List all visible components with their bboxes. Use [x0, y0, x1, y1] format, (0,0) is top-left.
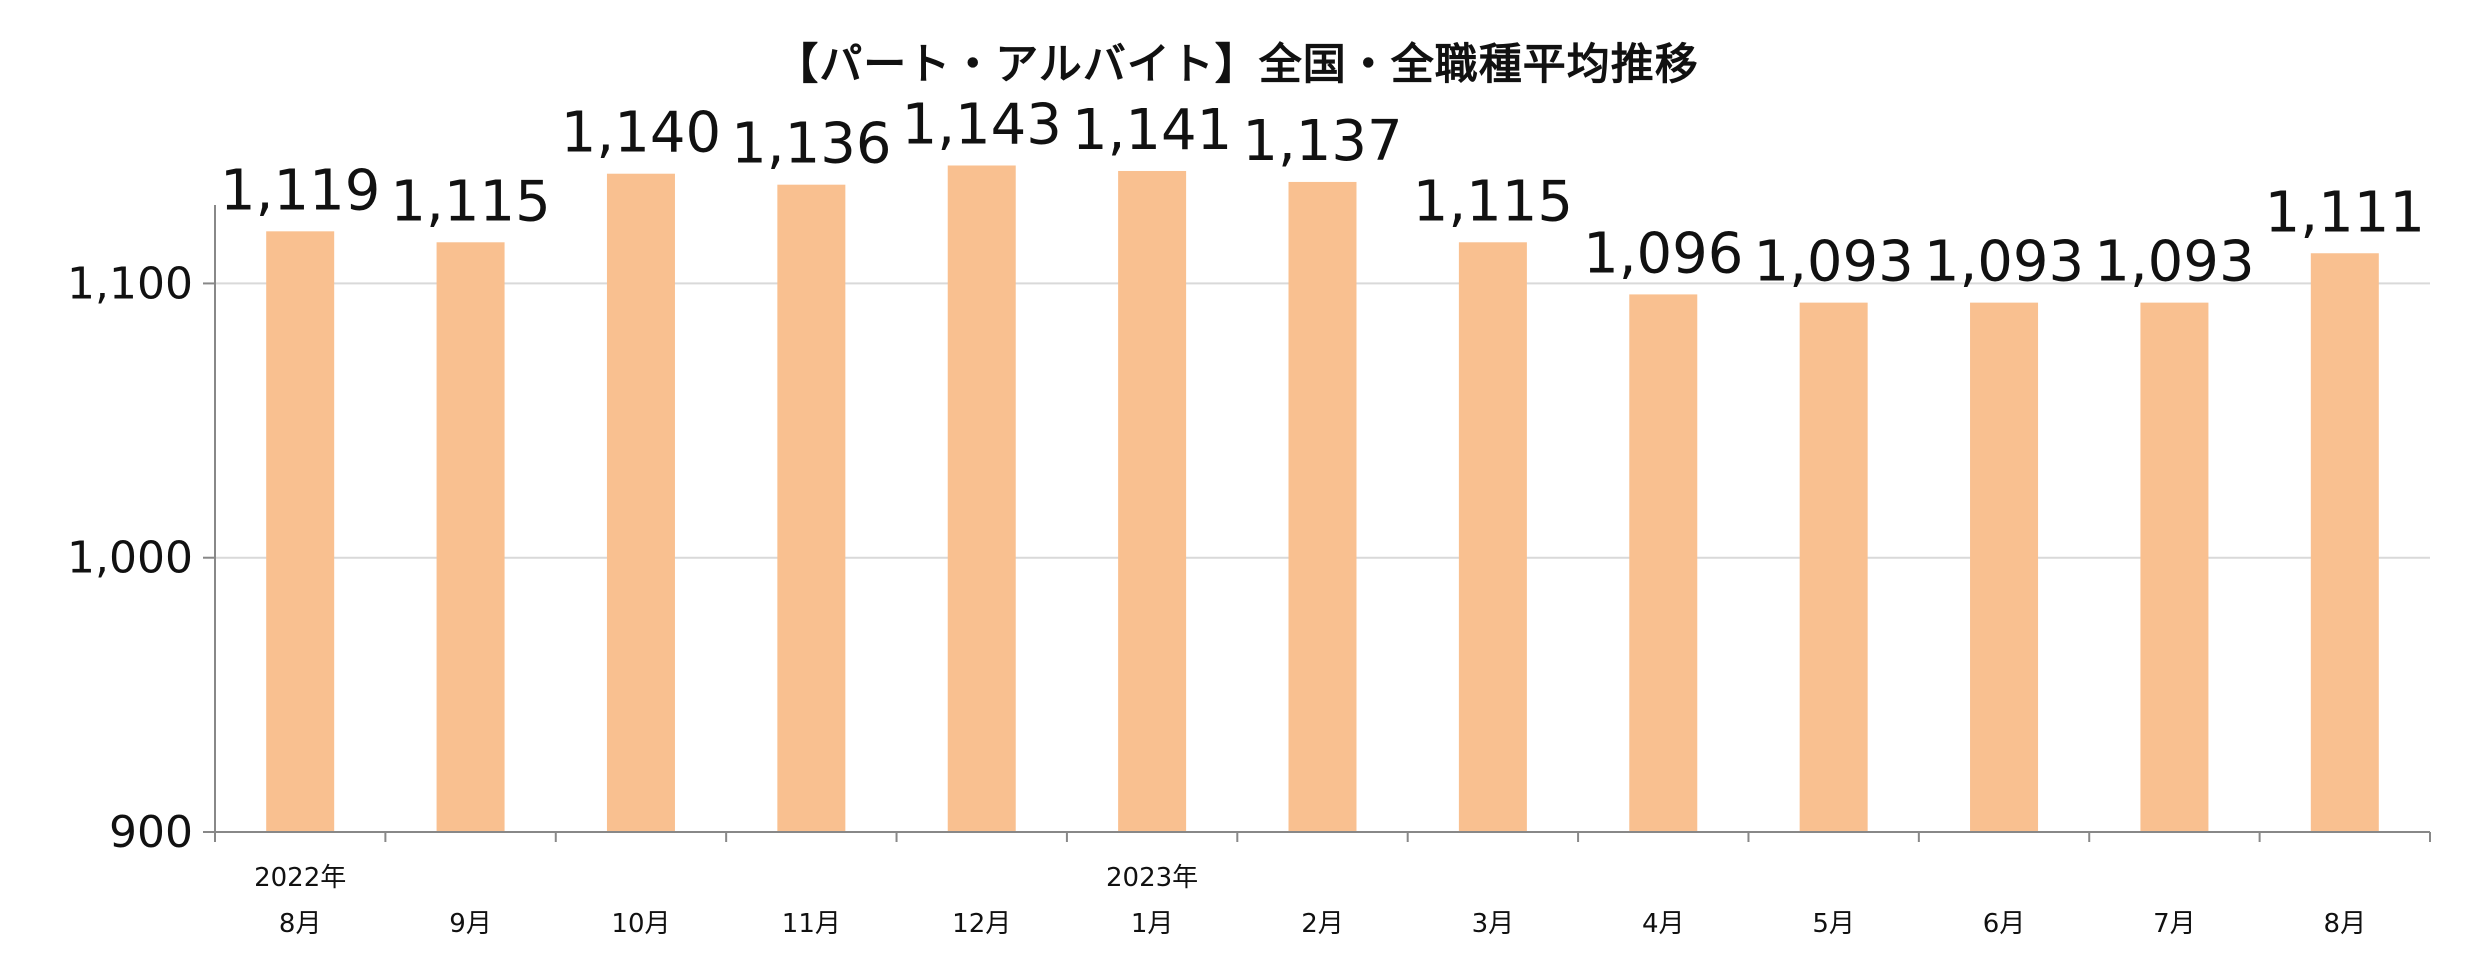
data-label: 1,115: [1413, 169, 1573, 234]
data-label: 1,136: [731, 112, 891, 177]
data-label: 1,096: [1583, 221, 1743, 286]
data-label: 1,093: [2094, 230, 2254, 295]
labels: 900 1,000 1,100 1,119 8月 1,115 9月 1,140 10月 1,136…: [67, 92, 2425, 939]
data-label: 1,115: [390, 169, 550, 234]
data-label: 1,143: [902, 92, 1062, 157]
x-tick-label: 7月: [2153, 909, 2196, 939]
data-label: 1,111: [2265, 180, 2425, 245]
y-tick-label: 1,000: [67, 533, 193, 584]
bar: [1458, 242, 1527, 833]
x-tick-label: 12月: [952, 909, 1011, 939]
x-tick-label: 5月: [1812, 909, 1855, 939]
chart-title: 【パート・アルバイト】全国・全職種平均推移: [775, 40, 1699, 90]
bar: [1799, 302, 1868, 833]
year-label: 2023年: [1106, 863, 1198, 893]
x-tick-label: 3月: [1472, 909, 1515, 939]
x-tick-label: 8月: [2324, 909, 2367, 939]
x-tick-label: 8月: [279, 909, 322, 939]
axes: [203, 205, 2431, 842]
y-tick-label: 900: [109, 807, 193, 858]
x-tick-label: 6月: [1983, 909, 2026, 939]
bar: [436, 242, 505, 833]
data-label: 1,140: [561, 101, 721, 166]
x-tick-label: 10月: [611, 909, 670, 939]
bar: [1288, 181, 1357, 832]
bars: [266, 165, 2379, 833]
bar: [947, 165, 1016, 832]
year-label: 2022年: [254, 863, 346, 893]
bar: [1118, 170, 1187, 832]
bar: [777, 184, 846, 832]
x-tick-label: 2月: [1301, 909, 1344, 939]
bar: [2140, 302, 2209, 833]
x-tick-label: 11月: [782, 909, 841, 939]
data-label: 1,119: [220, 158, 380, 223]
bar: [606, 173, 675, 832]
x-tick-label: 9月: [449, 909, 492, 939]
data-label: 1,141: [1072, 98, 1232, 163]
data-label: 1,137: [1242, 109, 1402, 174]
data-label: 1,093: [1753, 230, 1913, 295]
data-label: 1,093: [1924, 230, 2084, 295]
y-tick-label: 1,100: [67, 258, 193, 309]
x-tick-label: 4月: [1642, 909, 1685, 939]
bar: [1629, 294, 1698, 832]
bar: [1970, 302, 2039, 833]
x-tick-label: 1月: [1131, 909, 1174, 939]
bar: [266, 231, 335, 833]
bar: [2310, 253, 2379, 832]
